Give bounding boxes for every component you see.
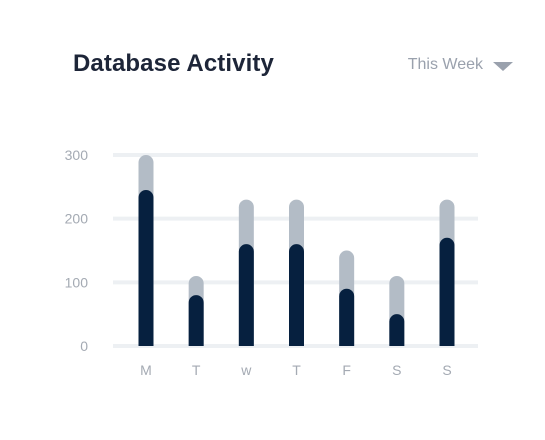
bar-series-2-4: [289, 244, 304, 346]
caret-down-icon: [493, 61, 513, 71]
x-tick-label-5: F: [342, 362, 351, 378]
x-tick-label-7: S: [442, 362, 451, 378]
x-tick-label-6: S: [392, 362, 401, 378]
period-dropdown-label: This Week: [407, 56, 483, 73]
bar-series-2-2: [188, 295, 204, 346]
x-tick-label-3: w: [240, 362, 252, 378]
x-tick-label-2: T: [192, 362, 201, 378]
bar-series-2-1: [138, 190, 154, 346]
x-tick-label-4: T: [292, 362, 301, 378]
chart-title: Database Activity: [73, 50, 274, 77]
period-dropdown[interactable]: This Week: [408, 56, 513, 74]
bar-series-2-5: [339, 288, 355, 346]
bar-series-2-3: [238, 244, 254, 346]
bar-series-2-6: [389, 314, 405, 346]
y-tick-label-300: 300: [65, 147, 89, 163]
y-tick-label-100: 100: [65, 274, 89, 290]
bar-series-2-7: [439, 237, 455, 346]
x-tick-label-1: M: [140, 362, 152, 378]
y-tick-label-0: 0: [80, 338, 88, 354]
y-tick-label-200: 200: [65, 211, 89, 227]
